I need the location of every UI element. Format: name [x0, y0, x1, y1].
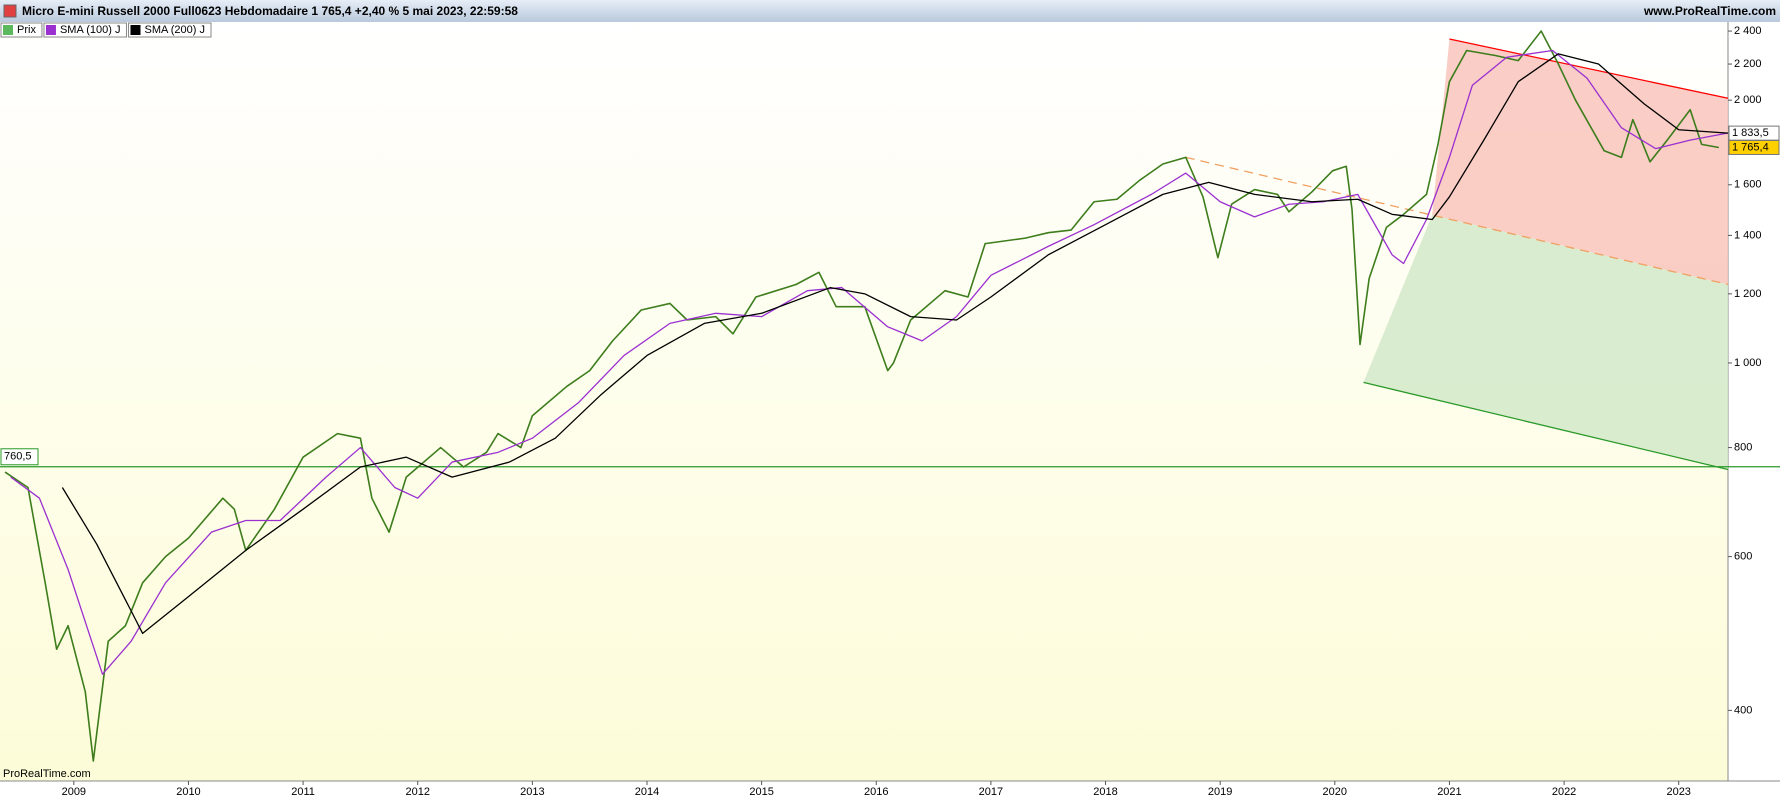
y-tick-label: 1 200	[1734, 288, 1762, 300]
x-tick-label: 2009	[62, 786, 86, 798]
legend-label: SMA (200) J	[144, 24, 205, 36]
source: www.ProRealTime.com	[1643, 4, 1776, 18]
x-tick-label: 2012	[405, 786, 429, 798]
x-tick-label: 2022	[1552, 786, 1576, 798]
trend-line	[1185, 156, 1729, 286]
legend-label: SMA (100) J	[60, 24, 121, 36]
hline-tag	[0, 448, 39, 466]
y-tick-label: 2 000	[1734, 94, 1762, 106]
y-tick-label: 1 600	[1734, 179, 1762, 191]
x-tick-label: 2010	[176, 786, 200, 798]
app-icon	[3, 4, 17, 18]
series-line	[4, 30, 1719, 762]
legend-swatch	[130, 25, 141, 35]
x-tick-label: 2017	[979, 786, 1003, 798]
y-tick-label: 600	[1734, 551, 1752, 563]
legend-item: Prix	[0, 22, 43, 38]
x-tick-label: 2019	[1208, 786, 1232, 798]
price-tag	[1728, 139, 1780, 155]
x-tick-label: 2013	[520, 786, 544, 798]
legend-swatch	[45, 25, 56, 35]
header-bar	[0, 0, 1780, 22]
legend-swatch	[3, 25, 13, 35]
x-tick-label: 2011	[291, 786, 315, 798]
channel-zone	[1432, 39, 1728, 285]
y-tick-label: 1 000	[1734, 357, 1762, 369]
x-tick-label: 2021	[1437, 786, 1461, 798]
y-tick-label: 400	[1734, 704, 1752, 716]
legend-box	[127, 22, 212, 38]
series-line	[10, 49, 1729, 675]
price-tag-label: 1 765,4	[1732, 141, 1769, 153]
x-tick-label: 2020	[1323, 786, 1347, 798]
x-tick-label: 2023	[1666, 786, 1690, 798]
price-tag-label: 1 833,5	[1732, 127, 1769, 139]
legend-label: Prix	[17, 24, 36, 36]
watermark: ProRealTime.com	[3, 768, 91, 780]
series-line	[61, 53, 1729, 635]
y-tick-label: 1 400	[1734, 229, 1762, 241]
x-tick-label: 2016	[864, 786, 888, 798]
x-tick-label: 2015	[749, 786, 773, 798]
y-tick-label: 2 200	[1734, 58, 1762, 70]
channel-zone	[1363, 214, 1728, 470]
legend-item: SMA (100) J	[43, 22, 127, 38]
y-tick-label: 800	[1734, 441, 1752, 453]
legend-item: SMA (200) J	[127, 22, 212, 38]
y-tick-label: 2 400	[1734, 25, 1762, 37]
hline-label: 760,5	[4, 451, 32, 463]
trend-line	[1363, 381, 1729, 471]
x-tick-label: 2018	[1093, 786, 1117, 798]
legend: Prix SMA (100) J SMA (200) J	[0, 22, 212, 38]
legend-box	[43, 22, 127, 38]
chart-title: Micro E-mini Russell 2000 Full0623 Hebdo…	[22, 4, 518, 18]
trend-line	[1449, 38, 1729, 99]
x-tick-label: 2014	[635, 786, 659, 798]
